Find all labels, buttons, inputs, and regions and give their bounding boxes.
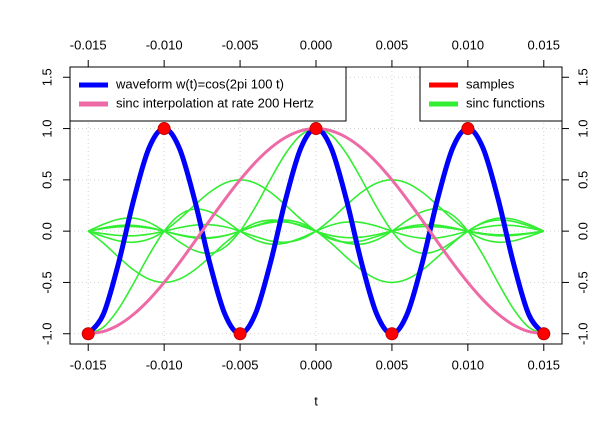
x-tick-label-top: -0.015 [70, 37, 107, 52]
x-tick-label: 0.000 [300, 357, 333, 372]
sample-point [81, 327, 95, 341]
legend-label: sinc functions [466, 95, 545, 110]
legend: waveform w(t)=cos(2pi 100 t) sinc interpo… [69, 66, 347, 122]
x-axis-label: t [314, 393, 318, 408]
x-tick-label: 0.005 [376, 357, 409, 372]
y-tick-label: 1.5 [39, 68, 54, 86]
sample-point [385, 327, 399, 341]
y-tick-label: 0.5 [39, 171, 54, 189]
sample-point [233, 327, 247, 341]
y-tick-label: 1.0 [39, 120, 54, 138]
y-tick-label-right: -1.0 [575, 323, 590, 345]
sample-point [157, 122, 171, 136]
x-tick-label: -0.015 [70, 357, 107, 372]
x-tick-label-top: -0.010 [146, 37, 183, 52]
x-tick-label: 0.010 [452, 357, 485, 372]
legend: samples sinc functions [419, 66, 563, 122]
legend-label: samples [466, 76, 515, 91]
y-tick-label-right: -0.5 [575, 271, 590, 293]
y-tick-label: -1.0 [39, 323, 54, 345]
legend-label: waveform w(t)=cos(2pi 100 t) [115, 76, 284, 91]
x-tick-label: 0.015 [528, 357, 561, 372]
x-tick-label: -0.005 [222, 357, 259, 372]
x-tick-label-top: 0.005 [376, 37, 409, 52]
sample-point [537, 327, 551, 341]
sample-point [461, 122, 475, 136]
y-tick-label-right: 1.5 [575, 68, 590, 86]
sinc-curve [88, 208, 545, 335]
legend-box [69, 66, 347, 122]
y-tick-label: 0.0 [39, 222, 54, 240]
x-tick-label-top: 0.010 [452, 37, 485, 52]
y-tick-label-right: 0.0 [575, 222, 590, 240]
legend-box [419, 66, 563, 122]
y-tick-label-right: 1.0 [575, 120, 590, 138]
x-tick-label-top: 0.000 [300, 37, 333, 52]
x-tick-label-top: -0.005 [222, 37, 259, 52]
y-tick-label-right: 0.5 [575, 171, 590, 189]
x-tick-label-top: 0.015 [528, 37, 561, 52]
x-tick-label: -0.010 [146, 357, 183, 372]
legend-label: sinc interpolation at rate 200 Hertz [116, 95, 314, 110]
sample-point [309, 122, 323, 136]
y-tick-label: -0.5 [39, 271, 54, 293]
